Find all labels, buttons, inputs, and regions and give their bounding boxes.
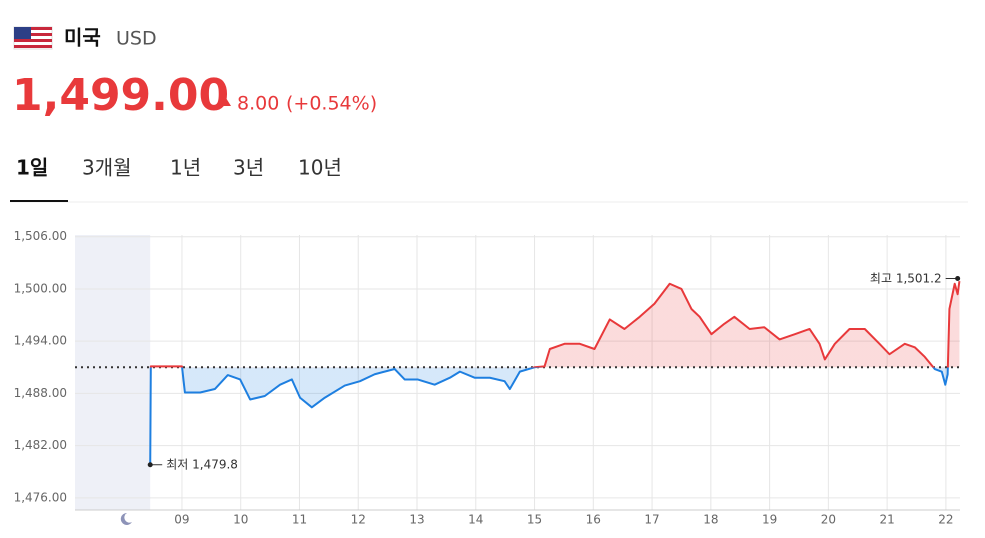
annotation-dot xyxy=(147,462,153,468)
y-tick-label: 1,476.00 xyxy=(14,490,67,504)
x-tick-label: 18 xyxy=(703,513,718,527)
night-shade xyxy=(75,235,151,510)
x-tick-label: 15 xyxy=(527,513,542,527)
plot: 1,476.00 1,482.00 1,488.00 1,494.00 1,500.00… xyxy=(14,229,961,527)
tabs: 1일 3개월 1년 3년 10년 xyxy=(16,156,342,180)
tab[interactable]: 3년 xyxy=(233,156,264,180)
x-tick-label: 13 xyxy=(409,513,424,527)
price: 1,499.00 xyxy=(12,70,229,121)
annotation-value: 1,501.2 xyxy=(896,271,942,285)
y-tick-label: 1,506.00 xyxy=(14,229,67,243)
area xyxy=(150,281,960,465)
tab[interactable]: 1일 xyxy=(16,156,48,180)
y-tick-label: 1,482.00 xyxy=(14,438,67,452)
line xyxy=(149,280,961,465)
change: 8.00 xyxy=(237,93,279,115)
x-tick-label: 10 xyxy=(233,513,248,527)
tab[interactable]: 10년 xyxy=(298,156,342,180)
x-tick-label: 14 xyxy=(468,513,483,527)
annotation-dot xyxy=(955,276,961,282)
x-tick-label: 22 xyxy=(938,513,953,527)
x-tick-label: 19 xyxy=(762,513,777,527)
x-tick-label: 21 xyxy=(879,513,894,527)
flag xyxy=(13,26,53,50)
up-arrow xyxy=(221,98,231,106)
y-tick-label: 1,494.00 xyxy=(14,334,67,348)
x-tick-label: 17 xyxy=(644,513,659,527)
y-tick-label: 1,488.00 xyxy=(14,386,67,400)
annotation: 최고 1,501.2 xyxy=(870,271,942,285)
annotation: 최저 1,479.8 xyxy=(166,457,238,471)
y-tick-label: 1,500.00 xyxy=(14,281,67,295)
x-tick-label: 16 xyxy=(586,513,601,527)
x-tick-label: 09 xyxy=(174,513,189,527)
tab[interactable]: 3개월 xyxy=(82,156,132,180)
night-icon xyxy=(120,512,132,525)
annotation-text: 최저 xyxy=(166,457,188,471)
annotation-text: 최고 xyxy=(870,271,892,285)
tab[interactable]: 1년 xyxy=(170,156,201,180)
country: 미국 xyxy=(64,26,101,50)
x-tick-label: 11 xyxy=(292,513,307,527)
currency: USD xyxy=(116,28,157,50)
annotation-value: 1,479.8 xyxy=(192,457,238,471)
change-pct: (+0.54%) xyxy=(286,93,377,115)
x-tick-label: 20 xyxy=(821,513,836,527)
x-tick-label: 12 xyxy=(351,513,366,527)
